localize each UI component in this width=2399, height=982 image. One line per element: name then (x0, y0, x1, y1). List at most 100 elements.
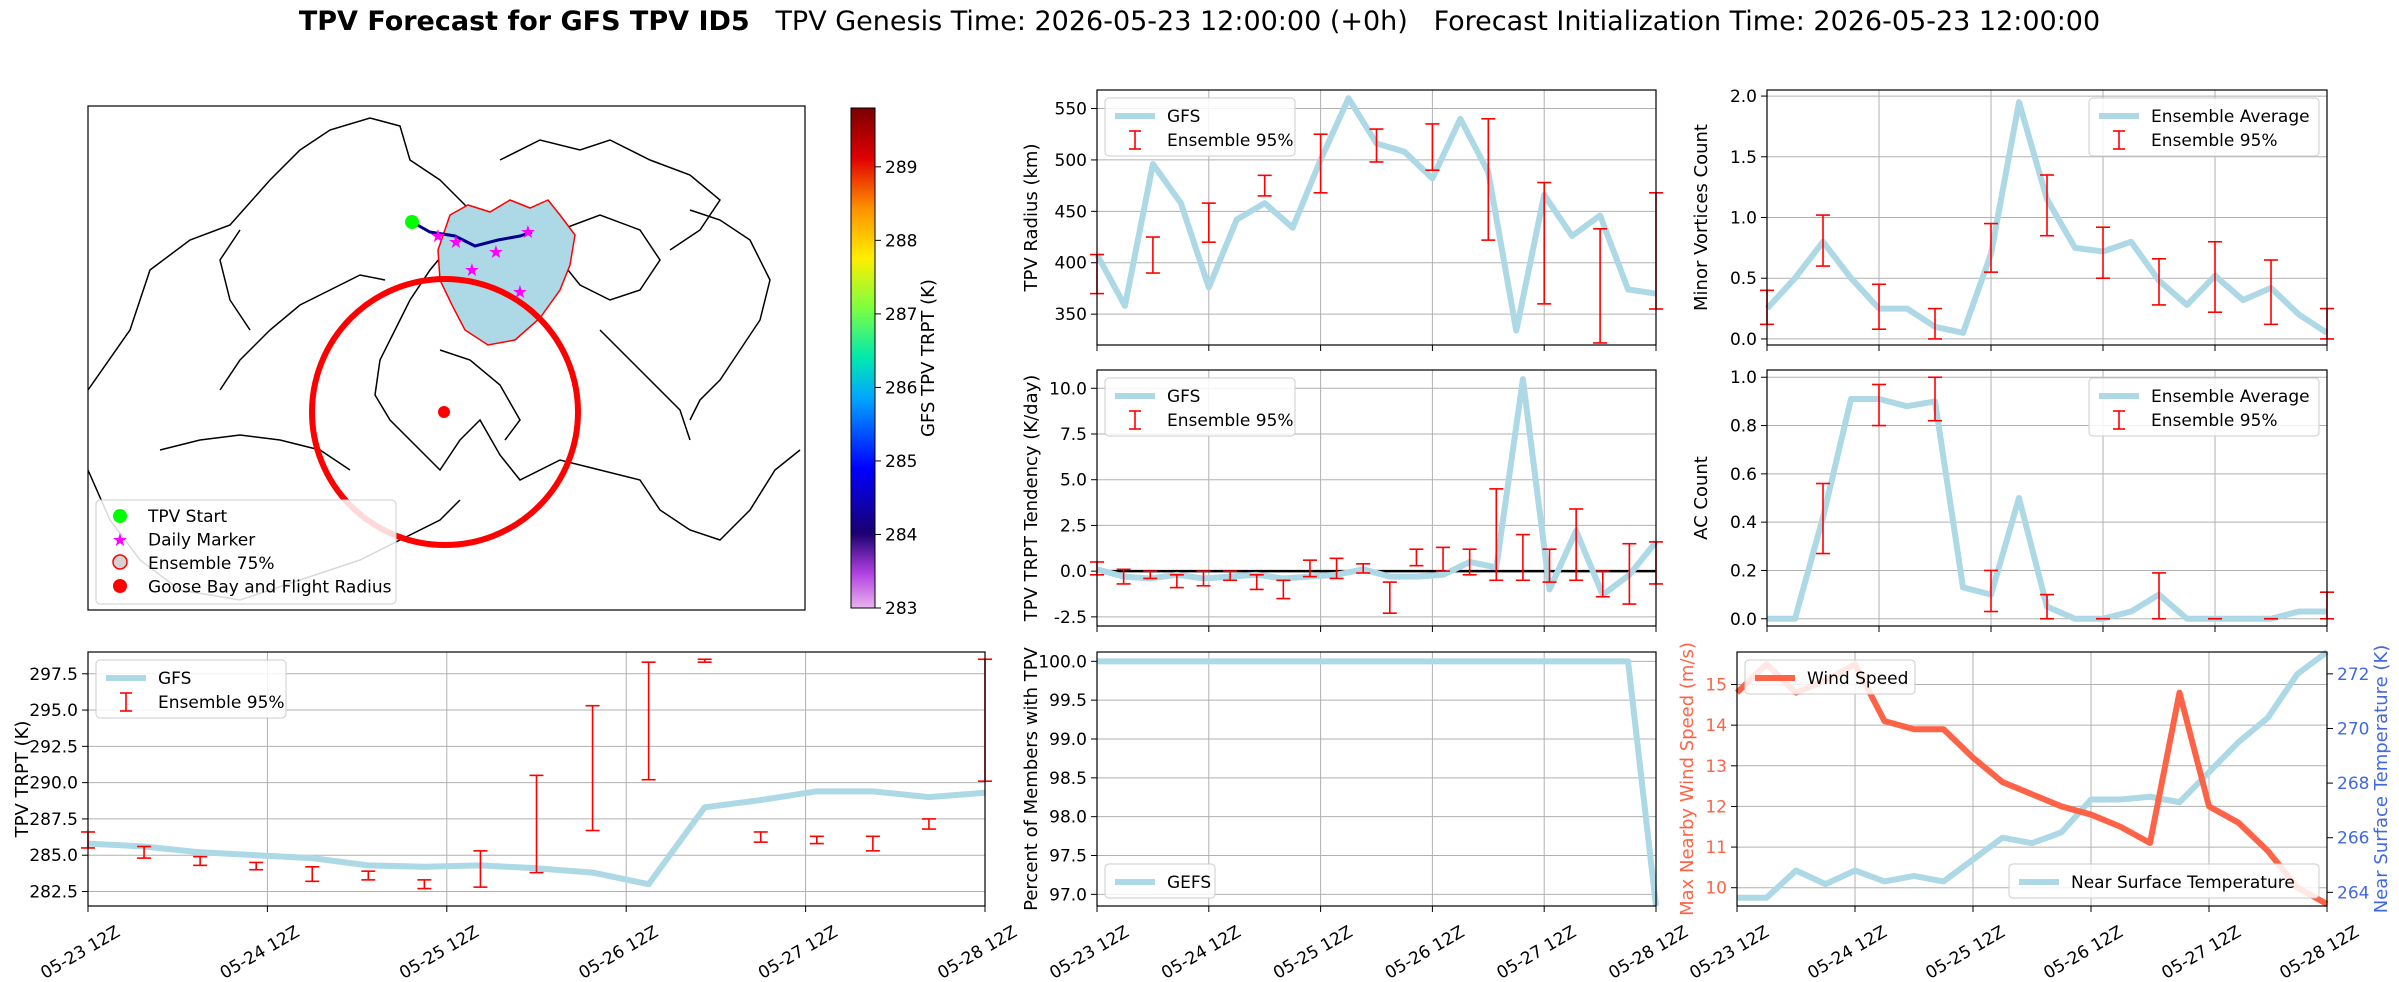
wind-xtick-label: 05-27 12Z (2158, 922, 2244, 982)
wind-ytick-label: 10 (1705, 879, 1727, 899)
map-ensemble-75-contour (437, 199, 576, 346)
minor-ytick-label: 1.0 (1730, 209, 1757, 229)
tendency-errorbar (1276, 579, 1291, 600)
members-frame (1096, 651, 1657, 907)
trpt-errorbar (697, 658, 712, 663)
ac-errorbar (2040, 593, 2054, 620)
map-daily-marker: ★ (464, 260, 480, 281)
tendency-errorbar (1196, 570, 1211, 587)
trpt-xtick-label: 05-24 12Z (217, 922, 303, 982)
colorbar-tick-label: 285 (885, 452, 917, 472)
ac-legend-label: Ensemble 95% (2151, 411, 2278, 431)
trpt-ytick-label: 292.5 (29, 737, 78, 757)
colorbar-tick-label: 288 (885, 231, 917, 251)
ac-ytick-label: 1.0 (1730, 368, 1757, 388)
members-series-line (1097, 658, 1659, 907)
colorbar-tick-label: 283 (885, 599, 917, 619)
tendency-legend-label: Ensemble 95% (1167, 411, 1294, 431)
map-goose-bay-marker (438, 406, 450, 418)
trpt-ytick-label: 287.5 (29, 810, 78, 830)
tendency-errorbar (1515, 533, 1530, 582)
map-legend-label: Goose Bay and Flight Radius (148, 578, 392, 598)
trpt-errorbar (473, 850, 488, 888)
tendency-ytick-label: 5.0 (1060, 471, 1087, 491)
trpt-ytick-label: 282.5 (29, 882, 78, 902)
title-genesis: TPV Genesis Time: 2026-05-23 12:00:00 (+… (775, 6, 1408, 37)
trpt-ytick-label: 295.0 (29, 701, 78, 721)
ac-ytick-label: 0.0 (1730, 610, 1757, 630)
tendency-frame (1096, 369, 1657, 627)
members-xtick-label: 05-27 12Z (1494, 922, 1580, 982)
radius-errorbar (1145, 236, 1160, 274)
radius-errorbar (1257, 174, 1272, 197)
tendency-series-line (1096, 376, 1659, 598)
radius-legend-label: GFS (1167, 107, 1200, 127)
temp-ylabel: Near Surface Temperature (K) (2371, 645, 2392, 914)
wind-legend-label: Wind Speed (1807, 669, 1908, 689)
temp-ytick-label: 268 (2337, 774, 2369, 794)
trpt-xtick-label: 05-23 12Z (37, 922, 123, 982)
radius-errorbar (1201, 202, 1216, 243)
minor-ytick-label: 1.5 (1730, 148, 1757, 168)
tendency-errorbar (1542, 548, 1557, 583)
map-coastline (499, 139, 721, 251)
map-tpv-start-marker (405, 215, 419, 229)
tendency-errorbar (1489, 488, 1504, 582)
tendency-legend-label: GFS (1167, 387, 1200, 407)
trpt-xtick-label: 05-26 12Z (576, 922, 662, 982)
tendency-errorbar (1462, 548, 1477, 576)
trpt-errorbar (417, 879, 432, 890)
ac-ytick-label: 0.6 (1730, 465, 1757, 485)
members-ytick-label: 98.5 (1049, 769, 1087, 789)
radius-ylabel: TPV Radius (km) (1021, 144, 1042, 293)
members-xtick-label: 05-23 12Z (1046, 922, 1132, 982)
minor-errorbar (2040, 174, 2054, 237)
tendency-errorbar (1329, 557, 1344, 580)
radius-errorbar (1593, 228, 1608, 344)
members-xtick-label: 05-26 12Z (1382, 922, 1468, 982)
tendency-errorbar (1116, 568, 1131, 585)
trpt-errorbar (921, 818, 936, 830)
ac-errorbar (2152, 572, 2166, 620)
temp-ytick-label: 272 (2337, 665, 2369, 685)
minor-ytick-label: 2.0 (1730, 87, 1757, 107)
colorbar-tick-label: 284 (885, 525, 917, 545)
wind-ytick-label: 14 (1705, 716, 1727, 736)
members-xtick-label: 05-24 12Z (1158, 922, 1244, 982)
map-legend-goosebay-swatch (113, 579, 127, 593)
tendency-errorbar (1409, 548, 1424, 567)
radius-errorbar (1369, 128, 1384, 163)
map-legend-label: Daily Marker (148, 531, 255, 551)
tendency-ytick-label: 10.0 (1049, 379, 1087, 399)
tendency-errorbar (1169, 573, 1184, 589)
map-flight-radius-circle (309, 276, 581, 548)
minor-errorbar (2264, 259, 2278, 326)
minor-frame (1766, 89, 2328, 346)
trpt-errorbar (529, 774, 544, 874)
minor-errorbar (1872, 283, 1886, 331)
wind-ytick-label: 11 (1705, 838, 1727, 858)
colorbar-label: GFS TPV TRPT (K) (918, 279, 939, 437)
map-coastline (219, 274, 386, 391)
ac-errorbar (1928, 376, 1942, 422)
tendency-errorbar (1382, 581, 1397, 615)
trpt-ytick-label: 290.0 (29, 774, 78, 794)
colorbar-tick-label: 286 (885, 378, 917, 398)
tendency-legend-box (1104, 377, 1296, 437)
trpt-xtick-label: 05-28 12Z (934, 922, 1020, 982)
trpt-legend-box (95, 659, 287, 719)
colorbar-tick-label: 289 (885, 158, 917, 178)
temp-ytick-label: 270 (2337, 719, 2369, 739)
trpt-ytick-label: 285.0 (29, 846, 78, 866)
minor-ytick-label: 0.5 (1730, 269, 1757, 289)
trpt-ylabel: TPV TRPT (K) (12, 721, 33, 839)
tendency-errorbar (1223, 570, 1238, 582)
wind-ytick-label: 12 (1705, 797, 1727, 817)
radius-frame (1096, 89, 1657, 346)
map-legend-start-swatch (113, 509, 127, 523)
trpt-errorbar (249, 861, 264, 871)
trpt-xtick-label: 05-27 12Z (755, 922, 841, 982)
tendency-ytick-label: 0.0 (1060, 562, 1087, 582)
tendency-ytick-label: 7.5 (1060, 425, 1087, 445)
map-daily-marker: ★ (488, 242, 504, 263)
